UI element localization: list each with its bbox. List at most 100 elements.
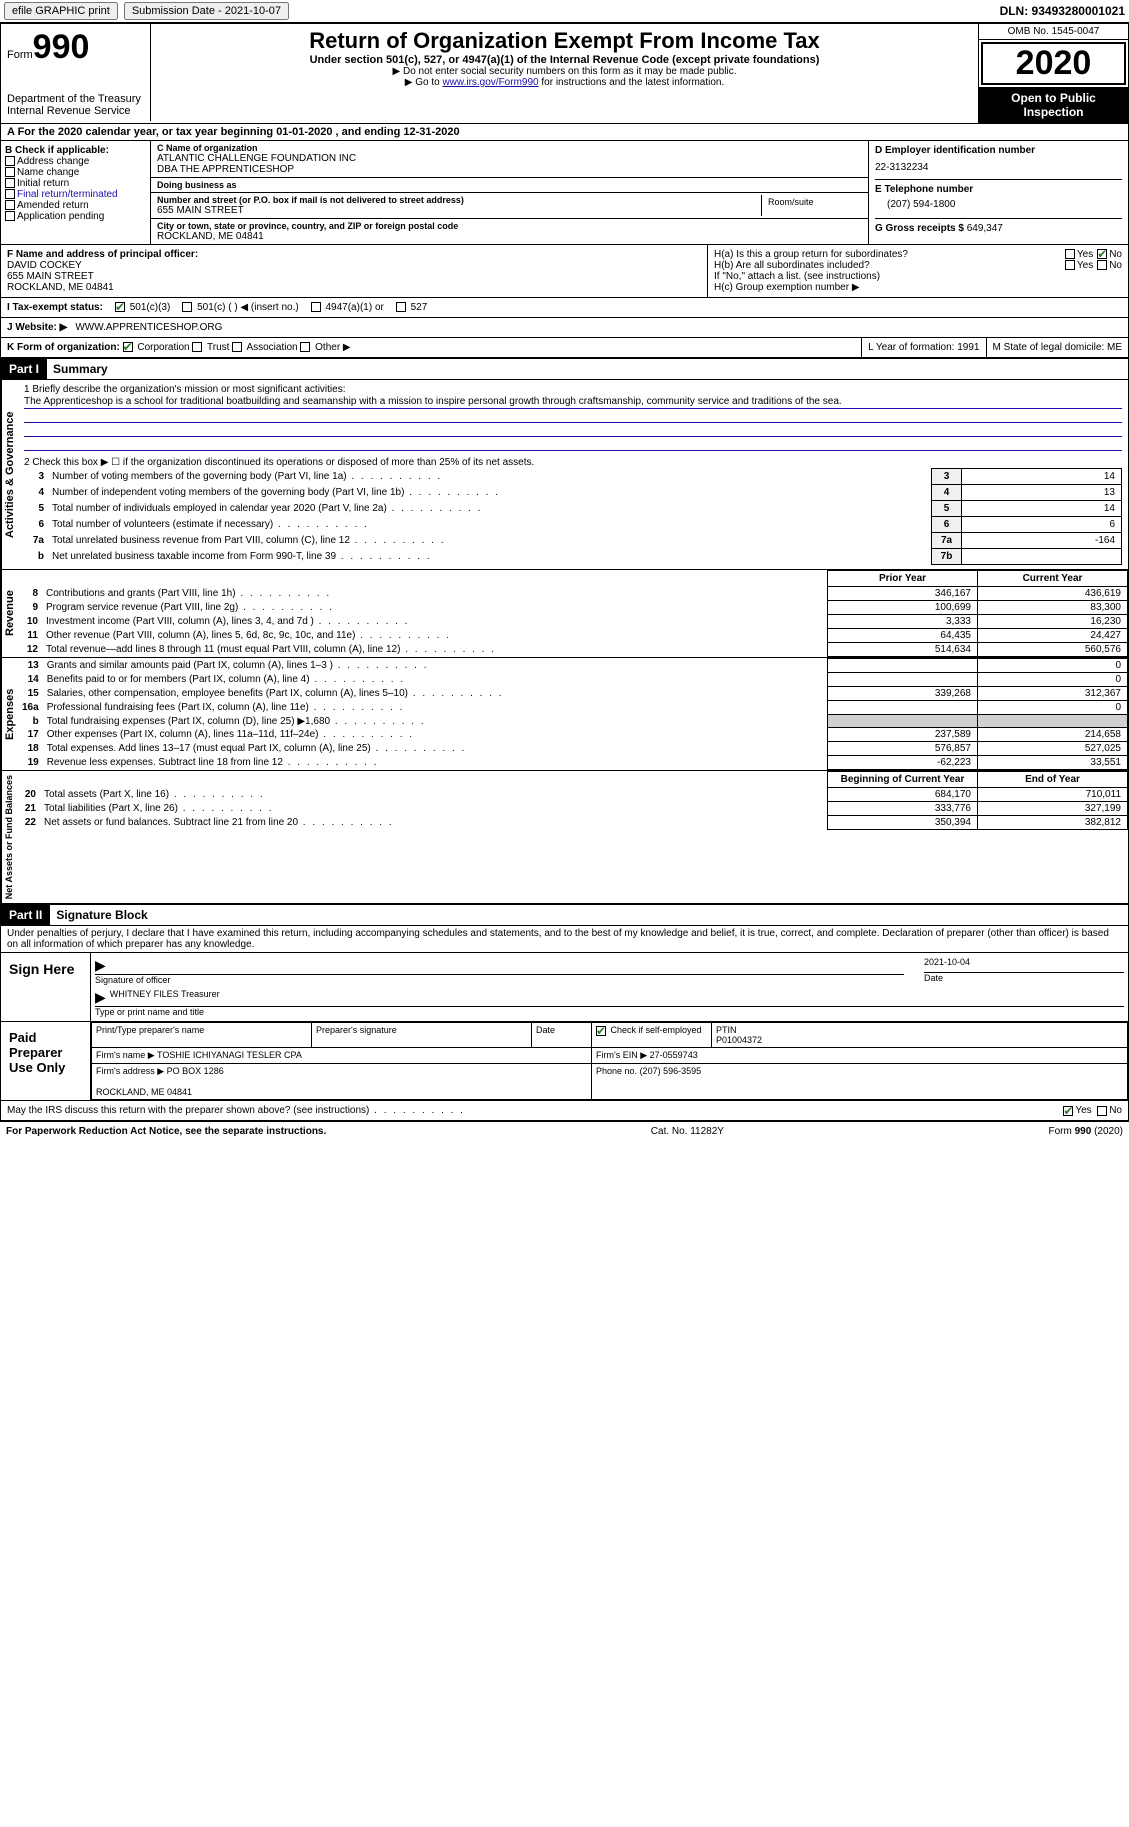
mission-blank1 bbox=[24, 409, 1122, 423]
opt-trust[interactable]: Trust bbox=[192, 342, 229, 353]
opt-app-pending[interactable]: Application pending bbox=[5, 211, 146, 222]
discuss-no[interactable]: No bbox=[1097, 1105, 1122, 1116]
table-row: 3Number of voting members of the governi… bbox=[24, 469, 1122, 485]
l-year: L Year of formation: 1991 bbox=[862, 338, 986, 357]
org-name-label: C Name of organization bbox=[157, 143, 862, 153]
exp-section: Expenses 13Grants and similar amounts pa… bbox=[0, 658, 1129, 771]
table-row: 11Other revenue (Part VIII, column (A), … bbox=[18, 629, 1128, 643]
sign-here-section: Sign Here ▶ Signature of officer 2021-10… bbox=[0, 953, 1129, 1022]
officer-block: F Name and address of principal officer:… bbox=[1, 245, 708, 297]
discuss-yes[interactable]: Yes bbox=[1063, 1105, 1091, 1116]
opt-initial-return[interactable]: Initial return bbox=[5, 178, 146, 189]
efile-print-button[interactable]: efile GRAPHIC print bbox=[4, 2, 118, 20]
preparer-table: Print/Type preparer's name Preparer's si… bbox=[91, 1022, 1128, 1100]
website-row: J Website: ▶ WWW.APPRENTICESHOP.ORG bbox=[0, 318, 1129, 338]
opt-assoc[interactable]: Association bbox=[232, 342, 297, 353]
date-label: Date bbox=[924, 973, 1124, 983]
opt-name-change[interactable]: Name change bbox=[5, 167, 146, 178]
self-emp-cell: Check if self-employed bbox=[592, 1023, 712, 1048]
form-prefix: Form bbox=[7, 49, 33, 61]
mission-text: The Apprenticeshop is a school for tradi… bbox=[24, 395, 1122, 409]
exp-vert-label: Expenses bbox=[1, 658, 18, 770]
table-row: 5Total number of individuals employed in… bbox=[24, 501, 1122, 517]
penalty-text: Under penalties of perjury, I declare th… bbox=[0, 926, 1129, 953]
tax-year: 2020 bbox=[981, 42, 1126, 85]
hb-no[interactable]: No bbox=[1097, 260, 1122, 271]
discuss-label: May the IRS discuss this return with the… bbox=[7, 1105, 1063, 1116]
arrow-icon: ▶ bbox=[95, 957, 106, 974]
ha-no[interactable]: No bbox=[1097, 249, 1122, 260]
col-c: C Name of organization ATLANTIC CHALLENG… bbox=[151, 141, 868, 244]
table-row: 4Number of independent voting members of… bbox=[24, 485, 1122, 501]
opt-amended[interactable]: Amended return bbox=[5, 200, 146, 211]
opt-address-change[interactable]: Address change bbox=[5, 156, 146, 167]
form-header: Form990 Department of the Treasury Inter… bbox=[0, 23, 1129, 124]
k-label: K Form of organization: bbox=[7, 342, 120, 353]
header-right: OMB No. 1545-0047 2020 Open to Public In… bbox=[978, 24, 1128, 123]
net-table: Beginning of Current Year End of Year 20… bbox=[16, 771, 1128, 830]
mission-blank2 bbox=[24, 423, 1122, 437]
gross-label: G Gross receipts $ bbox=[875, 223, 964, 234]
officer-addr: 655 MAIN STREET ROCKLAND, ME 04841 bbox=[7, 271, 114, 293]
table-row: 16aProfessional fundraising fees (Part I… bbox=[18, 701, 1128, 715]
footer-mid: Cat. No. 11282Y bbox=[651, 1126, 724, 1137]
ag-table: 3Number of voting members of the governi… bbox=[24, 468, 1122, 565]
opt-501c3[interactable]: 501(c)(3) bbox=[115, 302, 170, 313]
rev-table: Prior Year Current Year 8Contributions a… bbox=[18, 570, 1128, 657]
arrow-icon-2: ▶ bbox=[95, 989, 106, 1006]
part2-title: Signature Block bbox=[50, 905, 153, 925]
city-value: ROCKLAND, ME 04841 bbox=[157, 231, 862, 242]
opt-other[interactable]: Other ▶ bbox=[300, 342, 350, 353]
form990-link[interactable]: www.irs.gov/Form990 bbox=[442, 77, 538, 88]
website-value: WWW.APPRENTICESHOP.ORG bbox=[75, 322, 222, 333]
org-name: ATLANTIC CHALLENGE FOUNDATION INC DBA TH… bbox=[157, 153, 862, 175]
header-center: Return of Organization Exempt From Incom… bbox=[151, 24, 978, 92]
opt-4947[interactable]: 4947(a)(1) or bbox=[311, 302, 384, 313]
paid-preparer-label: Paid Preparer Use Only bbox=[1, 1022, 91, 1100]
prep-sig-cell: Preparer's signature bbox=[312, 1023, 532, 1048]
phone-label: E Telephone number bbox=[875, 184, 973, 195]
officer-label: F Name and address of principal officer: bbox=[7, 249, 198, 260]
table-row: 14Benefits paid to or for members (Part … bbox=[18, 673, 1128, 687]
table-row: 10Investment income (Part VIII, column (… bbox=[18, 615, 1128, 629]
room-label: Room/suite bbox=[762, 195, 862, 216]
opt-501c[interactable]: 501(c) ( ) ◀ (insert no.) bbox=[182, 302, 298, 313]
ag-section: Activities & Governance 1 Briefly descri… bbox=[0, 380, 1129, 570]
table-row: bTotal fundraising expenses (Part IX, co… bbox=[18, 715, 1128, 728]
mission-link[interactable]: The Apprenticeshop is a school for tradi… bbox=[24, 396, 842, 407]
form-title: Return of Organization Exempt From Incom… bbox=[161, 28, 968, 54]
hc-label: H(c) Group exemption number ▶ bbox=[714, 282, 1122, 293]
table-row: 8Contributions and grants (Part VIII, li… bbox=[18, 587, 1128, 601]
open-inspection: Open to Public Inspection bbox=[979, 87, 1128, 123]
tax-status-label: I Tax-exempt status: bbox=[7, 302, 103, 313]
gross-value: 649,347 bbox=[967, 223, 1003, 234]
part2-bar: Part II Signature Block bbox=[0, 904, 1129, 926]
ha-yes[interactable]: Yes bbox=[1065, 249, 1093, 260]
exp-table: 13Grants and similar amounts paid (Part … bbox=[18, 658, 1128, 770]
ptin-cell: PTINP01004372 bbox=[712, 1023, 1128, 1048]
rev-head-curr: Current Year bbox=[978, 571, 1128, 587]
col-b: B Check if applicable: Address change Na… bbox=[1, 141, 151, 244]
part1-bar: Part I Summary bbox=[0, 358, 1129, 380]
type-name-label: Type or print name and title bbox=[95, 1007, 1124, 1017]
opt-527[interactable]: 527 bbox=[396, 302, 427, 313]
form-number: 990 bbox=[33, 28, 90, 66]
addr-label: Number and street (or P.O. box if mail i… bbox=[157, 195, 761, 205]
opt-final-return[interactable]: Final return/terminated bbox=[5, 189, 146, 200]
officer-name-title: WHITNEY FILES Treasurer bbox=[110, 989, 220, 1006]
section-fh: F Name and address of principal officer:… bbox=[0, 245, 1129, 298]
table-row: 9Program service revenue (Part VIII, lin… bbox=[18, 601, 1128, 615]
ein-value: 22-3132234 bbox=[875, 156, 1122, 179]
opt-corp[interactable]: Corporation bbox=[123, 342, 190, 353]
paid-preparer-section: Paid Preparer Use Only Print/Type prepar… bbox=[0, 1022, 1129, 1101]
submission-date-button[interactable]: Submission Date - 2021-10-07 bbox=[124, 2, 289, 20]
firm-ein-cell: Firm's EIN ▶ 27-0559743 bbox=[592, 1048, 1128, 1064]
rev-head-prior: Prior Year bbox=[828, 571, 978, 587]
tax-status-row: I Tax-exempt status: 501(c)(3) 501(c) ( … bbox=[0, 298, 1129, 318]
table-row: 20Total assets (Part X, line 16)684,1707… bbox=[16, 788, 1128, 802]
mission-blank3 bbox=[24, 437, 1122, 451]
firm-name-cell: Firm's name ▶ TOSHIE ICHIYANAGI TESLER C… bbox=[92, 1048, 592, 1064]
hb-yes[interactable]: Yes bbox=[1065, 260, 1093, 271]
footer-right: Form 990 (2020) bbox=[1049, 1126, 1123, 1137]
row-a-tax-year: A For the 2020 calendar year, or tax yea… bbox=[0, 124, 1129, 141]
